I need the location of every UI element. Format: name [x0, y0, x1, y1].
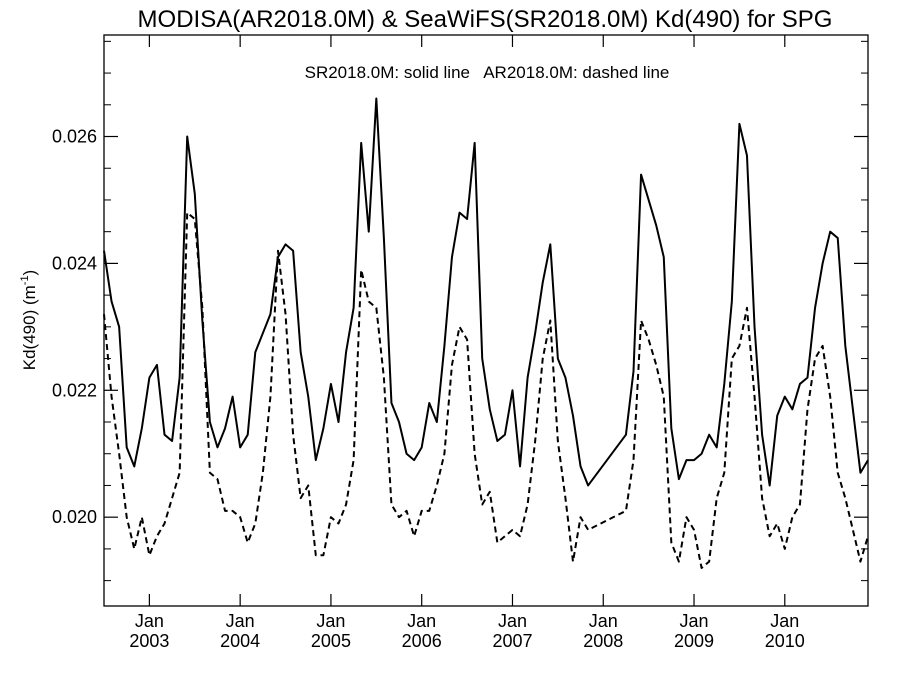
series-layer: [103, 97, 869, 569]
chart-title: MODISA(AR2018.0M) & SeaWiFS(SR2018.0M) K…: [138, 6, 833, 33]
x-tick-year-label: 2003: [129, 631, 169, 651]
x-tick-month-label: Jan: [770, 611, 799, 631]
x-tick-year-label: 2004: [220, 631, 260, 651]
x-tick-month-label: Jan: [407, 611, 436, 631]
x-tick-month-label: Jan: [680, 611, 709, 631]
x-tick-year-label: 2009: [674, 631, 714, 651]
y-axis-label-end: ): [20, 270, 39, 276]
series-line-ar2018-0m: [103, 211, 869, 569]
series-line-sr2018-0m: [103, 97, 869, 487]
x-tick-year-label: 2005: [311, 631, 351, 651]
legend-annotation: SR2018.0M: solid line AR2018.0M: dashed …: [305, 63, 670, 82]
x-tick-year-label: 2008: [583, 631, 623, 651]
axes-layer: 0.0200.0220.0240.026Jan2003Jan2004Jan200…: [52, 35, 868, 651]
y-tick-label: 0.024: [52, 253, 97, 273]
y-tick-label: 0.026: [52, 127, 97, 147]
x-tick-month-label: Jan: [226, 611, 255, 631]
x-tick-year-label: 2010: [765, 631, 805, 651]
x-tick-year-label: 2007: [492, 631, 532, 651]
x-tick-month-label: Jan: [135, 611, 164, 631]
y-axis-label-main: Kd(490) (m: [20, 285, 39, 370]
y-tick-label: 0.022: [52, 380, 97, 400]
y-axis-label: Kd(490) (m-1): [19, 270, 39, 370]
x-tick-month-label: Jan: [316, 611, 345, 631]
x-tick-month-label: Jan: [498, 611, 527, 631]
y-axis-label-sup: -1: [19, 275, 31, 285]
y-tick-label: 0.020: [52, 507, 97, 527]
plot-frame: [103, 34, 869, 607]
x-tick-month-label: Jan: [589, 611, 618, 631]
x-tick-year-label: 2006: [402, 631, 442, 651]
